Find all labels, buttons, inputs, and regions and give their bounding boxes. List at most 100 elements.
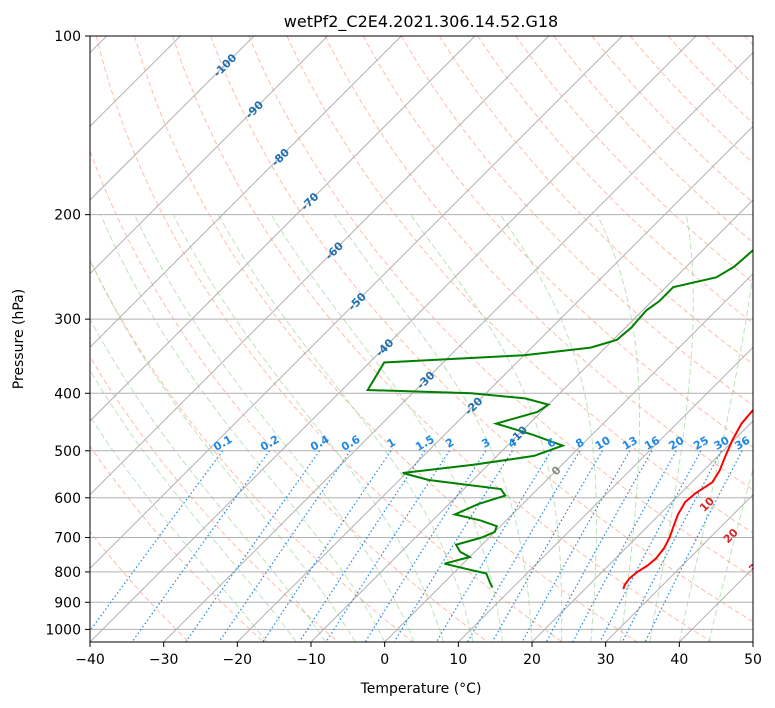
dry-adiabat <box>705 36 753 85</box>
x-tick-label: 40 <box>670 652 688 668</box>
mixing-ratio-label: 8 <box>573 436 586 451</box>
theta-label: 40 <box>769 588 775 608</box>
moist-adiabat <box>678 269 753 642</box>
isotherm <box>605 493 753 642</box>
dry-adiabat <box>515 36 753 284</box>
moist-adiabat <box>134 214 415 642</box>
y-tick-label: 600 <box>54 491 81 507</box>
mixing-ratio-label: 25 <box>691 434 711 453</box>
y-axis-label: Pressure (hPa) <box>11 289 27 389</box>
mixing-ratio-line <box>298 450 426 642</box>
y-tick-label: 1000 <box>45 622 81 638</box>
dry-adiabat <box>744 36 753 46</box>
mixing-ratio-label: 1 <box>385 436 398 451</box>
isotherm <box>90 36 550 496</box>
y-tick-label: 900 <box>54 595 81 611</box>
x-tick-label: −20 <box>223 652 253 668</box>
mixing-ratio-line <box>521 450 631 642</box>
isotherm <box>90 36 255 201</box>
isotherm <box>457 346 753 642</box>
plot-frame <box>89 35 754 643</box>
dry-adiabat <box>286 36 753 534</box>
dry-adiabat <box>95 36 563 642</box>
moist-adiabat <box>410 214 563 642</box>
mixing-ratio-label: 16 <box>642 434 662 453</box>
isotherm <box>90 36 402 349</box>
y-tick-label: 400 <box>54 386 81 402</box>
theta-label: 30 <box>746 555 766 575</box>
dry-adiabat <box>400 36 753 407</box>
dry-adiabat <box>90 531 190 642</box>
mixing-ratio-line <box>545 450 653 642</box>
dry-adiabat <box>324 36 753 491</box>
dry-adiabat <box>90 258 414 642</box>
x-tick-label: 20 <box>523 652 541 668</box>
dry-adiabat <box>90 355 339 642</box>
temperature-line <box>622 408 753 590</box>
isotherm <box>163 51 753 642</box>
x-tick-label: 10 <box>449 652 467 668</box>
mixing-ratio-line <box>466 450 581 642</box>
x-tick-label: 0 <box>380 652 389 668</box>
y-tick-label: 100 <box>54 29 81 45</box>
moist-adiabat <box>172 214 445 642</box>
theta-label: 20 <box>721 526 741 546</box>
y-tick-label: 500 <box>54 444 81 460</box>
mixing-ratio-line <box>185 450 321 642</box>
isotherm-label: -100 <box>211 51 240 80</box>
mixing-ratio-label: 13 <box>620 434 640 453</box>
isotherm <box>384 272 753 642</box>
moist-adiabat <box>596 214 640 642</box>
moist-adiabat <box>334 214 533 642</box>
mixing-ratio-line <box>599 450 702 642</box>
moist-adiabat <box>90 369 297 642</box>
x-tick-label: −30 <box>149 652 179 668</box>
dry-adiabat <box>210 36 753 623</box>
dry-adiabat <box>438 36 753 365</box>
isotherm <box>236 125 753 642</box>
moist-adiabat <box>100 214 386 642</box>
y-tick-label: 200 <box>54 208 81 224</box>
moist-adiabat <box>90 258 356 642</box>
mixing-ratio-line <box>393 450 513 642</box>
plot-series <box>365 248 753 590</box>
dry-adiabat <box>667 36 753 125</box>
dry-adiabat <box>172 36 712 642</box>
mixing-ratio-line <box>90 450 224 632</box>
x-tick-label: −40 <box>75 652 105 668</box>
mixing-ratio-line <box>435 450 552 642</box>
x-tick-label: −10 <box>296 652 326 668</box>
mixing-ratio-line <box>644 450 743 642</box>
chart-title: wetPf2_C2E4.2021.306.14.52.G18 <box>284 12 558 32</box>
x-axis: −40 −30 −20 −10 0 10 20 30 40 50 <box>75 642 762 668</box>
isotherm <box>752 641 753 642</box>
dry-adiabat <box>553 36 753 244</box>
mixing-ratio-line <box>262 450 392 642</box>
mixing-ratio-line <box>621 450 722 642</box>
dry-adiabat <box>133 36 638 642</box>
y-tick-label: 700 <box>54 531 81 547</box>
moist-adiabat <box>90 318 327 642</box>
x-axis-label: Temperature (°C) <box>360 681 482 697</box>
y-axis: 100 200 300 400 500 600 700 800 900 1000 <box>45 29 90 638</box>
isotherm <box>90 36 623 570</box>
mixing-ratio-line <box>572 450 677 642</box>
x-tick-label: 50 <box>744 652 762 668</box>
y-tick-label: 800 <box>54 565 81 581</box>
mixing-ratio-line <box>218 450 351 642</box>
isotherm <box>310 199 753 642</box>
mixing-ratio-label: 10 <box>593 434 613 453</box>
moist-adiabat <box>708 466 753 642</box>
moist-adiabat <box>499 214 597 642</box>
dewpoint-line <box>365 248 753 588</box>
dry-adiabat <box>248 36 753 578</box>
dry-adiabat <box>90 149 488 642</box>
isotherm <box>678 567 753 642</box>
moist-adiabat <box>90 415 268 642</box>
isotherm <box>90 36 476 422</box>
isotherm <box>90 36 697 642</box>
moist-adiabat <box>649 214 694 642</box>
isotherm <box>531 420 753 642</box>
dry-adiabat <box>90 445 264 642</box>
